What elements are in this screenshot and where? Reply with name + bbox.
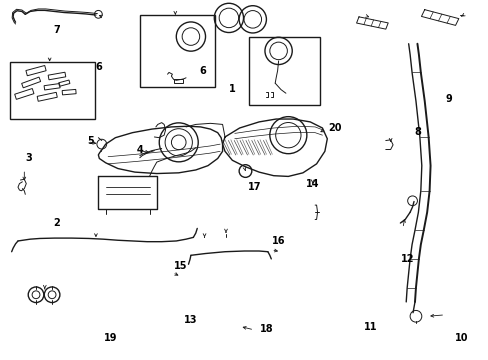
Text: 1: 1 (228, 84, 235, 94)
Text: 3: 3 (26, 153, 33, 163)
Text: 18: 18 (259, 324, 273, 334)
Text: 8: 8 (413, 127, 420, 136)
Bar (140, 15, 215, 87)
Text: 5: 5 (87, 136, 94, 145)
Text: 11: 11 (364, 322, 377, 332)
Text: 9: 9 (445, 94, 451, 104)
Text: 6: 6 (95, 62, 102, 72)
Text: 20: 20 (327, 123, 341, 133)
Bar (10, 62, 95, 119)
Bar (174, 79, 182, 83)
Text: 10: 10 (453, 333, 467, 343)
Text: 17: 17 (247, 182, 261, 192)
Text: 7: 7 (54, 26, 60, 35)
Text: 19: 19 (103, 333, 117, 343)
Text: 15: 15 (173, 261, 186, 271)
Text: 12: 12 (400, 254, 414, 264)
Text: 2: 2 (54, 218, 60, 228)
Text: 4: 4 (136, 144, 143, 154)
Text: 16: 16 (271, 236, 285, 246)
Text: 13: 13 (184, 315, 197, 325)
Bar (249, 37, 319, 105)
Text: 6: 6 (199, 66, 206, 76)
Text: 14: 14 (305, 179, 319, 189)
